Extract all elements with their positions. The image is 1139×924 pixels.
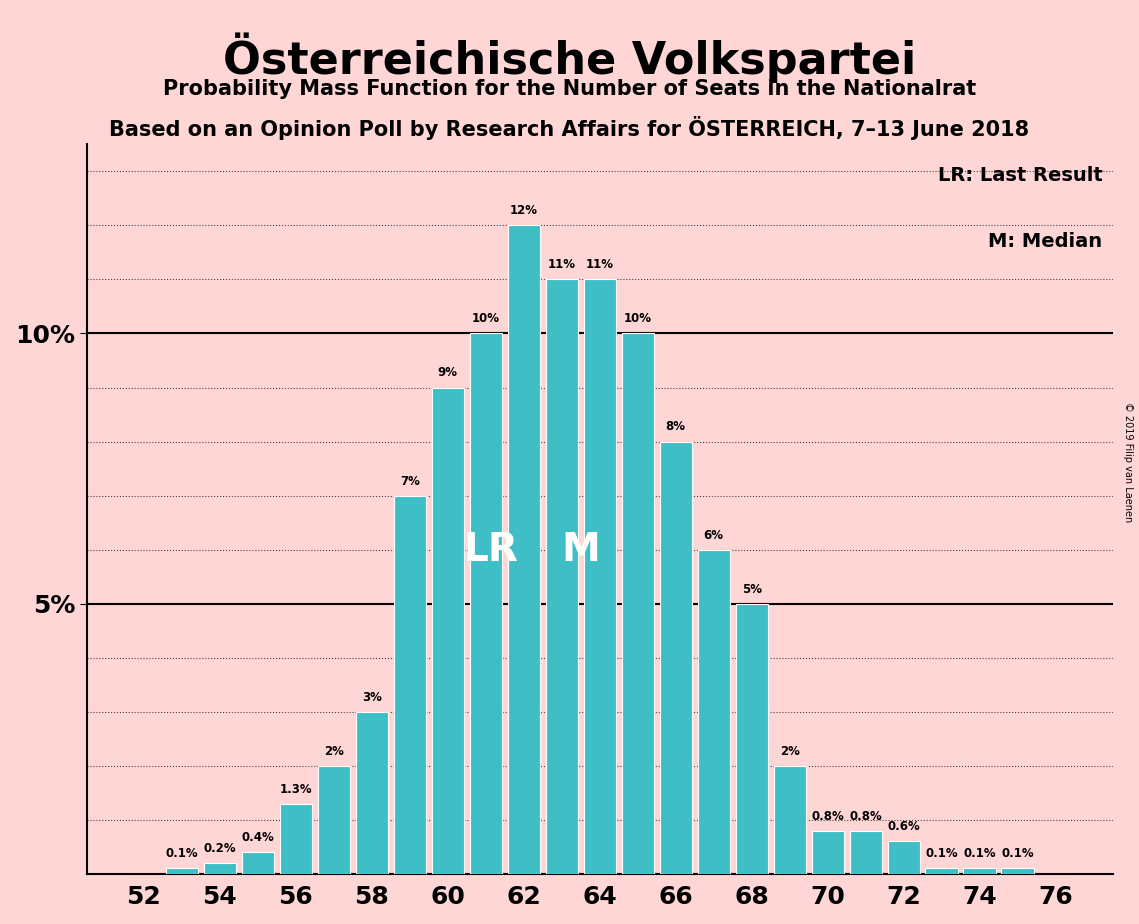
Bar — [736, 603, 768, 874]
Bar — [850, 831, 882, 874]
Text: M: M — [562, 530, 600, 568]
Text: 0.8%: 0.8% — [850, 809, 882, 822]
Bar — [926, 869, 958, 874]
Bar — [355, 711, 388, 874]
Bar — [622, 334, 654, 874]
Text: 2%: 2% — [780, 745, 800, 758]
Bar — [583, 279, 616, 874]
Text: 5%: 5% — [741, 583, 762, 596]
Text: 1.3%: 1.3% — [279, 783, 312, 796]
Text: 2%: 2% — [323, 745, 344, 758]
Text: M: Median: M: Median — [989, 232, 1103, 251]
Text: 0.6%: 0.6% — [887, 821, 920, 833]
Text: LR: LR — [464, 530, 518, 568]
Bar — [773, 766, 805, 874]
Text: 10%: 10% — [624, 312, 652, 325]
Text: 6%: 6% — [704, 529, 723, 541]
Bar — [811, 831, 844, 874]
Text: 0.1%: 0.1% — [925, 847, 958, 860]
Text: 10%: 10% — [472, 312, 500, 325]
Bar — [508, 225, 540, 874]
Bar — [469, 334, 502, 874]
Text: 8%: 8% — [665, 420, 686, 433]
Text: Based on an Opinion Poll by Research Affairs for ÖSTERREICH, 7–13 June 2018: Based on an Opinion Poll by Research Aff… — [109, 116, 1030, 140]
Text: Österreichische Volkspartei: Österreichische Volkspartei — [223, 32, 916, 83]
Bar — [546, 279, 577, 874]
Bar — [318, 766, 350, 874]
Text: 0.2%: 0.2% — [204, 842, 236, 855]
Text: 0.4%: 0.4% — [241, 832, 274, 845]
Text: 0.1%: 0.1% — [964, 847, 995, 860]
Text: 11%: 11% — [548, 259, 575, 272]
Bar — [697, 550, 730, 874]
Bar — [279, 804, 312, 874]
Text: 7%: 7% — [400, 475, 419, 488]
Bar — [432, 387, 464, 874]
Text: LR: Last Result: LR: Last Result — [937, 166, 1103, 185]
Text: Probability Mass Function for the Number of Seats in the Nationalrat: Probability Mass Function for the Number… — [163, 79, 976, 99]
Text: 11%: 11% — [585, 259, 614, 272]
Text: 0.1%: 0.1% — [1001, 847, 1034, 860]
Bar — [887, 842, 920, 874]
Bar — [394, 495, 426, 874]
Bar — [204, 863, 236, 874]
Bar — [659, 442, 691, 874]
Text: © 2019 Filip van Laenen: © 2019 Filip van Laenen — [1123, 402, 1133, 522]
Text: 3%: 3% — [362, 690, 382, 704]
Bar — [241, 852, 273, 874]
Text: 0.8%: 0.8% — [811, 809, 844, 822]
Bar — [964, 869, 995, 874]
Text: 0.1%: 0.1% — [165, 847, 198, 860]
Text: 12%: 12% — [510, 204, 538, 217]
Bar — [1001, 869, 1034, 874]
Bar — [165, 869, 198, 874]
Text: 9%: 9% — [437, 367, 458, 380]
